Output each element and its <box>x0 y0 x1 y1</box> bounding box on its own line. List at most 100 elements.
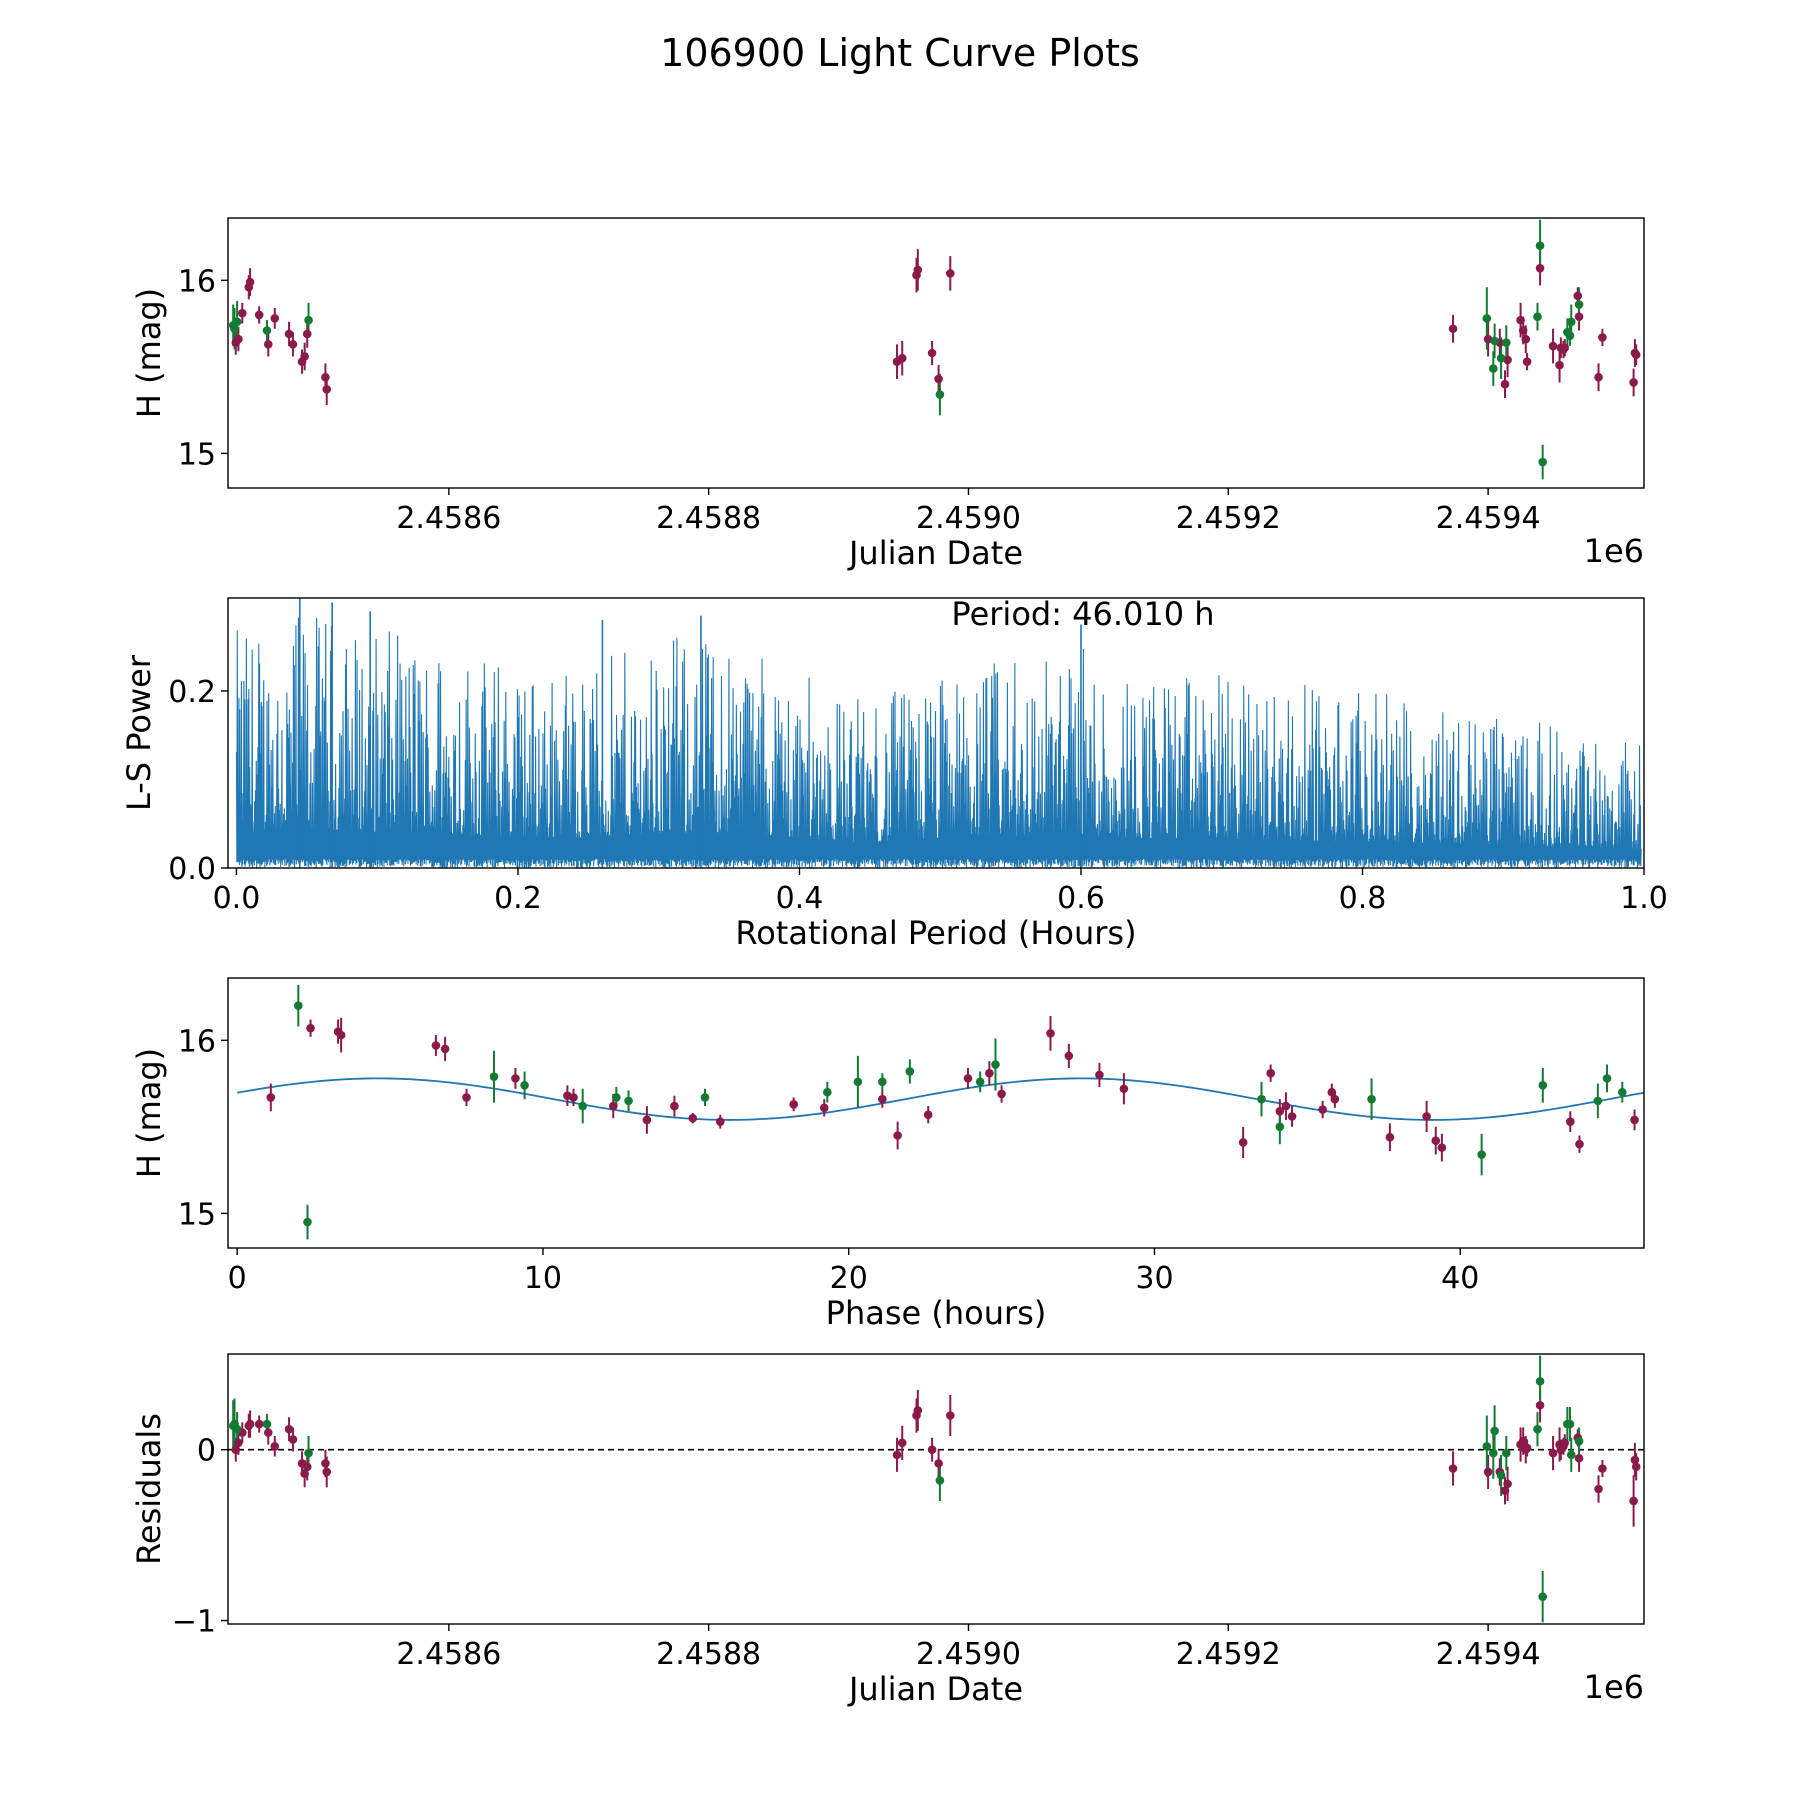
periodogram-x-label: Rotational Period (Hours) <box>735 914 1136 952</box>
data-point <box>1548 341 1558 351</box>
data-point <box>897 1438 907 1448</box>
residuals-error-bars <box>232 1355 1638 1623</box>
data-point <box>1385 1132 1395 1142</box>
y-tick-label: 15 <box>178 437 216 472</box>
data-point <box>1064 1051 1074 1061</box>
data-point <box>1594 372 1603 382</box>
data-point <box>1593 1096 1603 1106</box>
x-tick-label: 0.4 <box>776 881 824 916</box>
data-point <box>913 1406 923 1415</box>
data-point <box>700 1093 710 1102</box>
data-point <box>897 353 907 363</box>
data-point <box>997 1089 1006 1099</box>
data-point <box>1573 291 1583 301</box>
x-tick-label: 2.4588 <box>656 501 761 536</box>
data-point <box>1518 1436 1528 1446</box>
data-point <box>1560 343 1570 353</box>
data-point <box>934 374 943 384</box>
data-point <box>284 1424 294 1434</box>
y-tick-label: 15 <box>178 1197 216 1232</box>
data-point <box>1483 1467 1493 1477</box>
data-point <box>520 1081 529 1090</box>
data-point <box>905 1067 915 1076</box>
data-point <box>1437 1143 1447 1152</box>
data-point <box>688 1113 698 1123</box>
data-point <box>1629 1496 1638 1506</box>
periodogram-series <box>235 598 1642 869</box>
data-point <box>1538 457 1547 467</box>
data-point <box>642 1115 652 1125</box>
x-tick-label: 2.4594 <box>1436 501 1541 536</box>
data-point <box>913 265 923 275</box>
data-point <box>927 1445 937 1454</box>
data-point <box>270 1441 280 1451</box>
data-point <box>1501 338 1511 347</box>
data-point <box>1566 1450 1576 1460</box>
data-point <box>294 1001 303 1010</box>
raw-points <box>228 241 1641 467</box>
data-point <box>321 372 330 382</box>
data-point <box>1431 1136 1441 1145</box>
data-point <box>1482 314 1492 323</box>
data-point <box>1631 1462 1641 1472</box>
data-point <box>237 308 247 318</box>
data-point <box>1630 1115 1639 1125</box>
data-point <box>1448 1464 1458 1473</box>
y-tick-label: −1 <box>172 1605 216 1640</box>
x-tick-label: 2.4586 <box>396 1637 501 1672</box>
data-point <box>1602 1074 1612 1083</box>
x-tick-label: 0.6 <box>1057 881 1105 916</box>
data-point <box>1630 1455 1640 1465</box>
data-point <box>1574 312 1584 321</box>
data-point <box>245 1419 255 1429</box>
data-point <box>1422 1112 1431 1121</box>
panel-periodogram: 0.0 0.2 0.4 0.6 0.8 1.0 0.0 0.2 Period: 46.010… <box>120 595 1668 952</box>
data-point <box>1594 1484 1603 1494</box>
data-point <box>1448 324 1458 334</box>
data-point <box>262 326 272 335</box>
data-point <box>1535 263 1545 273</box>
data-point <box>935 1476 945 1485</box>
raw-x-label: Julian Date <box>847 534 1023 572</box>
data-point <box>1574 1453 1584 1463</box>
data-point <box>304 315 313 325</box>
data-point <box>927 348 937 358</box>
data-point <box>569 1093 578 1102</box>
data-point <box>1503 355 1512 365</box>
data-point <box>1275 1122 1285 1132</box>
residuals-x-offset-label: 1e6 <box>1584 1668 1644 1706</box>
x-tick-label: 30 <box>1135 1261 1173 1296</box>
data-point <box>1560 1438 1570 1448</box>
data-point <box>1489 1448 1498 1458</box>
data-point <box>1555 360 1564 370</box>
data-point <box>608 1101 618 1111</box>
data-point <box>263 1428 273 1437</box>
data-point <box>578 1101 587 1111</box>
data-point <box>670 1101 679 1111</box>
data-point <box>1598 1464 1607 1473</box>
x-tick-label: 0.8 <box>1339 881 1387 916</box>
data-point <box>1548 1448 1558 1458</box>
phased-x-ticks: 0 10 20 30 40 <box>228 1248 1479 1296</box>
data-point <box>1617 1087 1627 1097</box>
data-point <box>963 1074 973 1083</box>
data-point <box>1631 350 1641 360</box>
phased-error-bars <box>269 984 1636 1240</box>
x-tick-label: 20 <box>830 1261 868 1296</box>
data-point <box>1327 1087 1337 1097</box>
data-point <box>1535 1400 1545 1410</box>
data-point <box>304 1448 313 1458</box>
data-point <box>302 1462 312 1472</box>
data-point <box>853 1077 863 1087</box>
data-point <box>1490 336 1499 346</box>
x-tick-label: 40 <box>1441 1261 1479 1296</box>
figure-title: 106900 Light Curve Plots <box>660 31 1140 75</box>
data-point <box>892 1450 902 1460</box>
phased-x-label: Phase (hours) <box>826 1294 1047 1332</box>
data-point <box>234 334 243 344</box>
data-point <box>1287 1112 1297 1121</box>
data-point <box>288 340 298 349</box>
data-point <box>322 1467 332 1477</box>
x-tick-label: 10 <box>524 1261 562 1296</box>
